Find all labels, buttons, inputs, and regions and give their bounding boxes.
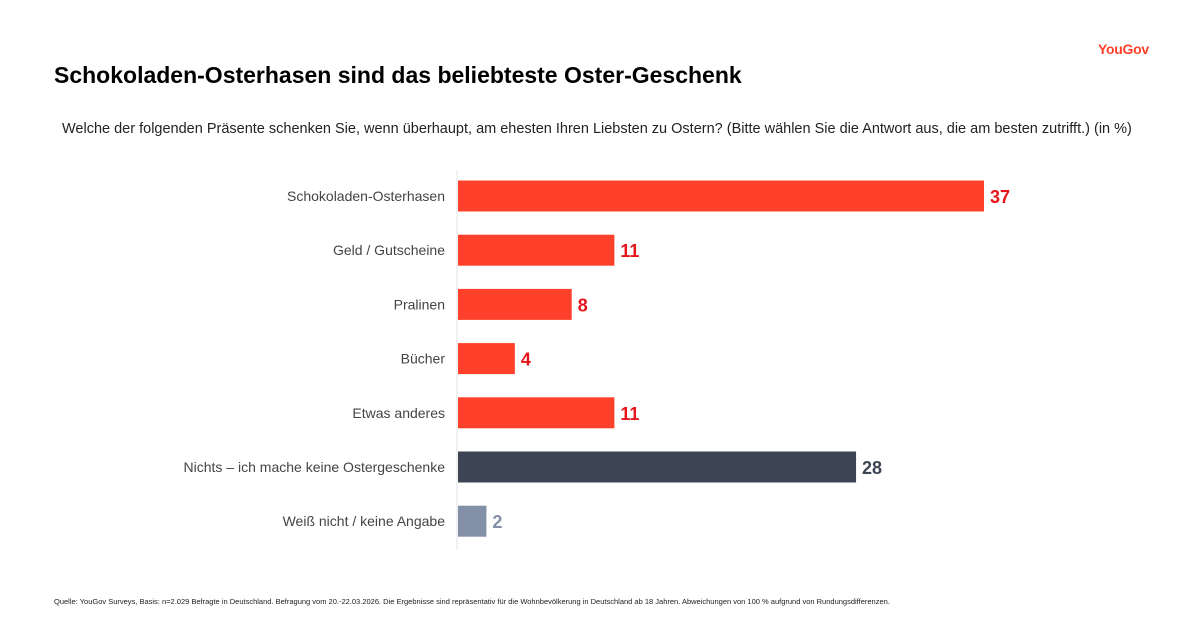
category-label: Pralinen (394, 296, 445, 312)
page-title: Schokoladen-Osterhasen sind das beliebte… (54, 62, 742, 88)
bar (458, 397, 615, 429)
bar (458, 505, 487, 537)
category-label: Weiß nicht / keine Angabe (283, 513, 446, 529)
value-label: 4 (521, 350, 531, 370)
bar (458, 451, 857, 483)
value-label: 11 (620, 241, 639, 261)
value-label: 37 (990, 187, 1010, 207)
bar (458, 343, 515, 375)
value-label: 8 (578, 295, 588, 315)
yougov-logo: YouGov (1098, 41, 1149, 57)
bar (458, 288, 572, 320)
category-label: Etwas anderes (352, 405, 445, 421)
bar (458, 180, 984, 212)
value-label: 11 (620, 404, 639, 424)
category-label: Geld / Gutscheine (333, 242, 445, 258)
source-footnote: Quelle: YouGov Surveys, Basis: n=2.029 B… (54, 597, 890, 606)
category-label: Nichts – ich mache keine Ostergeschenke (184, 459, 446, 475)
value-label: 28 (862, 458, 882, 478)
category-label: Schokoladen-Osterhasen (287, 188, 445, 204)
value-label: 2 (492, 512, 502, 532)
category-label: Bücher (401, 351, 446, 367)
bar (458, 234, 615, 266)
chart-subtitle: Welche der folgenden Präsente schenken S… (62, 121, 1132, 137)
